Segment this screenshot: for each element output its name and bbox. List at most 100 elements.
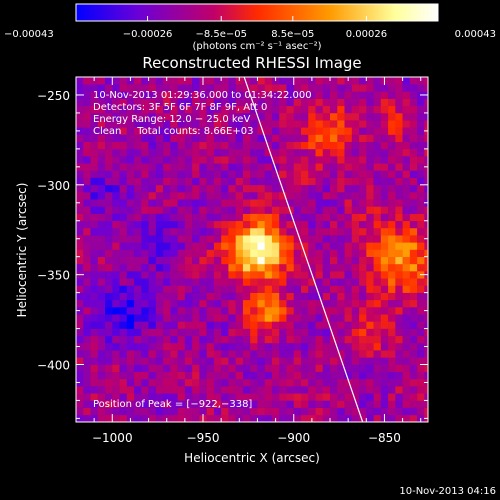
heatmap-cell	[148, 357, 157, 365]
heatmap-cell	[279, 242, 287, 250]
heatmap-cell	[293, 278, 302, 286]
heatmap-cell	[163, 407, 171, 416]
heatmap-cell	[257, 314, 265, 322]
heatmap-cell	[170, 134, 178, 142]
heatmap-cell	[112, 393, 120, 401]
heatmap-cell	[315, 335, 324, 344]
heatmap-cell	[199, 227, 207, 236]
heatmap-cell	[250, 98, 258, 107]
heatmap-cell	[177, 321, 186, 329]
heatmap-cell	[235, 256, 244, 265]
heatmap-cell	[184, 328, 193, 337]
heatmap-cell	[344, 393, 353, 401]
heatmap-cell	[264, 199, 273, 207]
heatmap-cell	[83, 227, 91, 236]
heatmap-cell	[359, 84, 367, 92]
heatmap-cell	[373, 378, 382, 387]
heatmap-cell	[279, 227, 287, 236]
heatmap-cell	[315, 192, 324, 200]
heatmap-cell	[221, 184, 229, 193]
heatmap-cell	[163, 393, 171, 401]
heatmap-cell	[257, 192, 265, 200]
heatmap-cell	[184, 386, 193, 394]
heatmap-cell	[264, 220, 273, 229]
heatmap-cell	[163, 112, 171, 121]
heatmap-cell	[155, 400, 164, 408]
heatmap-cell	[235, 206, 244, 214]
heatmap-cell	[373, 414, 382, 422]
heatmap-cell	[359, 148, 367, 157]
heatmap-cell	[417, 314, 425, 322]
heatmap-cell	[315, 77, 324, 85]
heatmap-cell	[344, 213, 353, 222]
heatmap-cell	[308, 148, 316, 157]
heatmap-cell	[402, 148, 411, 157]
heatmap-cell	[264, 112, 273, 121]
heatmap-cell	[409, 378, 418, 387]
heatmap-cell	[315, 235, 324, 243]
heatmap-cell	[97, 206, 106, 214]
heatmap-cell	[279, 134, 287, 142]
heatmap-cell	[264, 98, 273, 107]
heatmap-cell	[264, 271, 273, 279]
heatmap-cell	[141, 299, 149, 308]
heatmap-cell	[250, 148, 258, 157]
heatmap-cell	[242, 192, 251, 200]
heatmap-cell	[228, 393, 236, 401]
heatmap-cell	[83, 112, 91, 121]
heatmap-cell	[293, 199, 302, 207]
heatmap-cell	[286, 148, 295, 157]
heatmap-cell	[134, 242, 142, 250]
heatmap-cell	[330, 314, 338, 322]
heatmap-cell	[286, 249, 295, 257]
heatmap-cell	[126, 400, 135, 408]
heatmap-cell	[388, 378, 396, 387]
heatmap-cell	[76, 292, 84, 301]
heatmap-cell	[322, 249, 331, 257]
heatmap-cell	[184, 112, 193, 121]
colorbar-unit-label: (photons cm⁻² s⁻¹ asec⁻²)	[192, 41, 321, 52]
heatmap-cell	[315, 177, 324, 186]
heatmap-cell	[337, 242, 345, 250]
heatmap-cell	[90, 242, 99, 250]
heatmap-cell	[206, 263, 215, 272]
heatmap-cell	[351, 278, 360, 286]
heatmap-cell	[344, 335, 353, 344]
heatmap-cell	[206, 292, 215, 301]
heatmap-cell	[300, 141, 309, 150]
heatmap-cell	[126, 278, 135, 286]
heatmap-cell	[308, 328, 316, 337]
heatmap-cell	[155, 271, 164, 279]
heatmap-cell	[395, 256, 403, 265]
heatmap-cell	[105, 177, 113, 186]
heatmap-cell	[315, 84, 324, 92]
heatmap-cell	[170, 378, 178, 387]
heatmap-cell	[141, 271, 149, 279]
heatmap-cell	[271, 335, 280, 344]
heatmap-cell	[257, 177, 265, 186]
heatmap-cell	[337, 256, 345, 265]
heatmap-cell	[395, 141, 403, 150]
heatmap-cell	[163, 148, 171, 157]
heatmap-cell	[177, 393, 186, 401]
heatmap-cell	[359, 163, 367, 171]
heatmap-cell	[359, 213, 367, 222]
heatmap-cell	[213, 386, 222, 394]
heatmap-cell	[192, 342, 200, 351]
heatmap-cell	[134, 393, 142, 401]
heatmap-cell	[293, 213, 302, 222]
heatmap-cell	[83, 371, 91, 380]
heatmap-cell	[286, 98, 295, 107]
heatmap-cell	[330, 77, 338, 85]
heatmap-cell	[228, 112, 236, 121]
heatmap-cell	[105, 307, 113, 315]
heatmap-cell	[366, 184, 374, 193]
heatmap-cell	[271, 371, 280, 380]
heatmap-cell	[337, 163, 345, 171]
heatmap-cell	[155, 292, 164, 301]
heatmap-cell	[112, 400, 120, 408]
heatmap-cell	[315, 271, 324, 279]
heatmap-cell	[213, 105, 222, 114]
heatmap-cell	[76, 400, 84, 408]
heatmap-cell	[380, 105, 389, 114]
